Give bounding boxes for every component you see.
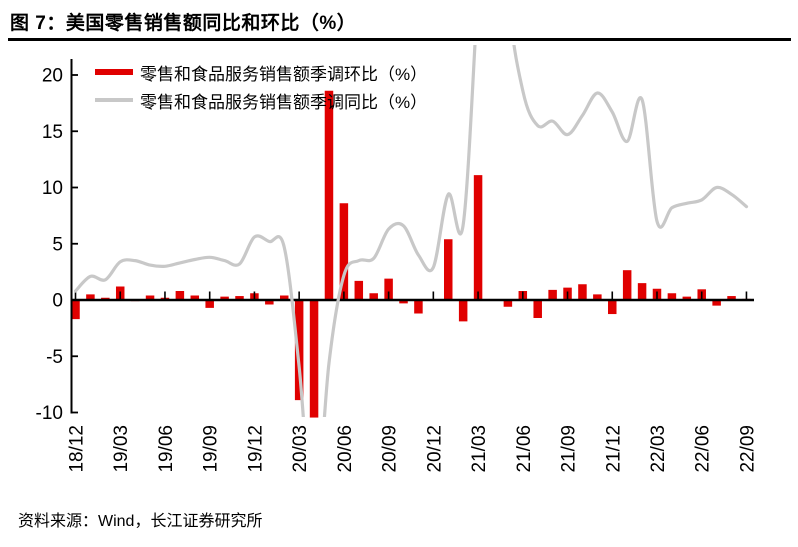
bar-20/02 [279, 295, 289, 300]
y-tick-label: 5 [52, 234, 63, 255]
bar-21/05 [503, 300, 513, 307]
x-tick-label: 20/03 [290, 425, 311, 473]
x-tick-label: 22/03 [648, 425, 669, 473]
x-tick-label: 21/06 [514, 425, 535, 473]
legend-item-yoy: 零售和食品服务销售额季调同比（%） [95, 86, 427, 114]
x-tick-label: 22/09 [738, 425, 759, 473]
x-tick-label: 21/12 [603, 425, 624, 473]
y-tick-label: 0 [52, 291, 63, 312]
bar-20/11 [414, 300, 423, 314]
x-tick-label: 19/06 [156, 425, 177, 473]
bar-20/07 [354, 280, 364, 301]
bar-20/04 [309, 300, 319, 418]
yoy-line [73, 45, 749, 417]
y-tick-label: 10 [42, 178, 63, 199]
bar-22/08 [727, 296, 736, 300]
x-tick-label: 20/09 [380, 425, 401, 473]
bar-20/01 [265, 300, 274, 305]
bar-21/02 [458, 300, 468, 322]
bar-21/03 [473, 175, 483, 301]
bar-20/08 [369, 293, 378, 300]
bar-22/04 [667, 293, 677, 300]
x-tick-label: 20/06 [335, 425, 356, 473]
x-tick-label: 20/12 [424, 425, 445, 473]
bar-19/05 [145, 295, 155, 300]
bar-20/09 [384, 278, 393, 301]
bar-19/10 [220, 296, 229, 301]
source-note: 资料来源：Wind，长江证券研究所 [18, 513, 263, 530]
x-tick-label: 22/06 [693, 425, 714, 473]
bar-19/08 [190, 295, 200, 300]
bar-19/09 [205, 300, 214, 308]
x-tick-label: 19/12 [245, 425, 266, 473]
bar-22/01 [622, 270, 632, 300]
bar-22/02 [637, 283, 647, 301]
bar-21/11 [593, 294, 602, 301]
y-tick-label: 20 [42, 66, 63, 87]
legend: 零售和食品服务销售额季调环比（%） 零售和食品服务销售额季调同比（%） [95, 58, 427, 114]
bar-22/07 [712, 300, 721, 306]
y-tick-labels: 20 15 10 5 0 -5 -10 [36, 66, 63, 425]
y-tick-label: -5 [46, 347, 63, 368]
legend-label-mom: 零售和食品服务销售额季调环比（%） [140, 64, 428, 84]
bar-20/06 [339, 203, 349, 300]
bar-21/12 [608, 300, 617, 315]
chart-area: 20 15 10 5 0 -5 -10 18/12 19/03 19/06 19/09 19/12 20… [0, 45, 798, 505]
bar-19/07 [175, 291, 185, 300]
legend-label-yoy: 零售和食品服务销售额季调同比（%） [140, 92, 428, 112]
bar-22/05 [682, 296, 692, 301]
legend-item-mom: 零售和食品服务销售额季调环比（%） [95, 58, 427, 86]
bar-20/05 [324, 90, 334, 300]
bar-18/12 [71, 300, 80, 320]
x-tick-label: 19/03 [111, 425, 132, 473]
title-divider [8, 38, 791, 41]
y-tick-label: 15 [42, 122, 63, 143]
legend-swatch-yoy-line [95, 98, 133, 102]
bar-21/01 [444, 239, 453, 300]
bar-19/01 [86, 294, 95, 301]
figure-title: 图 7：美国零售销售额同比和环比（%） [10, 13, 357, 34]
bar-20/03 [294, 300, 304, 401]
x-tick-label: 19/09 [201, 425, 222, 473]
x-tick-label: 18/12 [67, 425, 88, 473]
y-ticks [71, 74, 78, 414]
bar-21/08 [548, 289, 557, 301]
y-tick-label: -10 [36, 403, 63, 424]
bar-19/11 [235, 296, 244, 300]
bar-21/07 [533, 300, 542, 318]
x-tick-labels: 18/12 19/03 19/06 19/09 19/12 20/03 20/06 20/09… [67, 425, 759, 473]
legend-swatch-mom-bar [95, 69, 133, 75]
bar-20/10 [399, 300, 408, 304]
x-tick-label: 21/03 [469, 425, 490, 473]
x-tick-label: 21/09 [559, 425, 580, 473]
bar-21/10 [578, 284, 587, 300]
